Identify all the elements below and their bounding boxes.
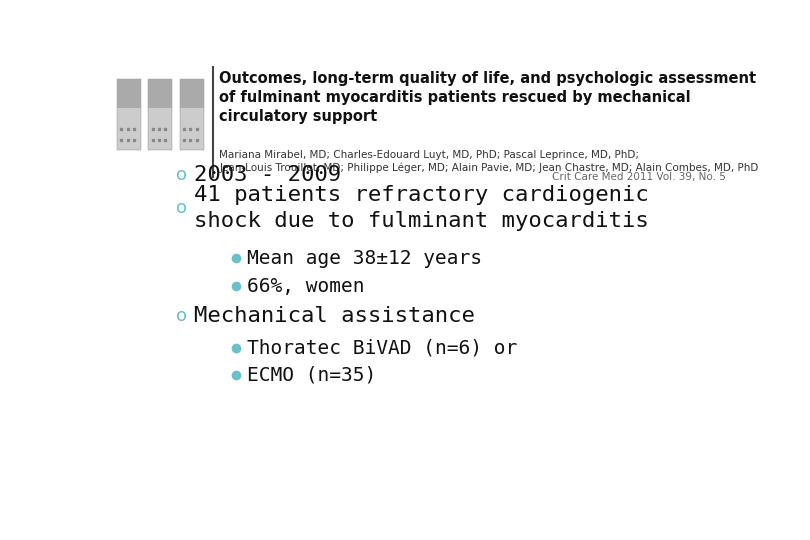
Text: o: o (176, 307, 187, 326)
FancyBboxPatch shape (180, 79, 203, 150)
Text: o: o (176, 166, 187, 184)
FancyBboxPatch shape (148, 79, 173, 150)
Text: Mariana Mirabel, MD; Charles-Edouard Luyt, MD, PhD; Pascal Leprince, MD, PhD;
Je: Mariana Mirabel, MD; Charles-Edouard Luy… (220, 150, 759, 173)
FancyBboxPatch shape (117, 79, 141, 109)
FancyBboxPatch shape (117, 79, 141, 150)
Text: Thoratec BiVAD (n=6) or: Thoratec BiVAD (n=6) or (247, 338, 517, 357)
FancyBboxPatch shape (148, 79, 173, 109)
Text: Mean age 38±12 years: Mean age 38±12 years (247, 248, 482, 268)
Text: 2003 - 2009: 2003 - 2009 (194, 165, 341, 185)
FancyBboxPatch shape (180, 79, 203, 109)
Text: Outcomes, long-term quality of life, and psychologic assessment
of fulminant myo: Outcomes, long-term quality of life, and… (220, 71, 757, 124)
Text: 66%, women: 66%, women (247, 276, 364, 295)
Text: Mechanical assistance: Mechanical assistance (194, 306, 475, 326)
Text: Crit Care Med 2011 Vol. 39, No. 5: Crit Care Med 2011 Vol. 39, No. 5 (552, 172, 726, 182)
Text: 41 patients refractory cardiogenic
shock due to fulminant myocarditis: 41 patients refractory cardiogenic shock… (194, 185, 649, 231)
Text: o: o (176, 199, 187, 217)
Text: ECMO (n=35): ECMO (n=35) (247, 366, 376, 385)
